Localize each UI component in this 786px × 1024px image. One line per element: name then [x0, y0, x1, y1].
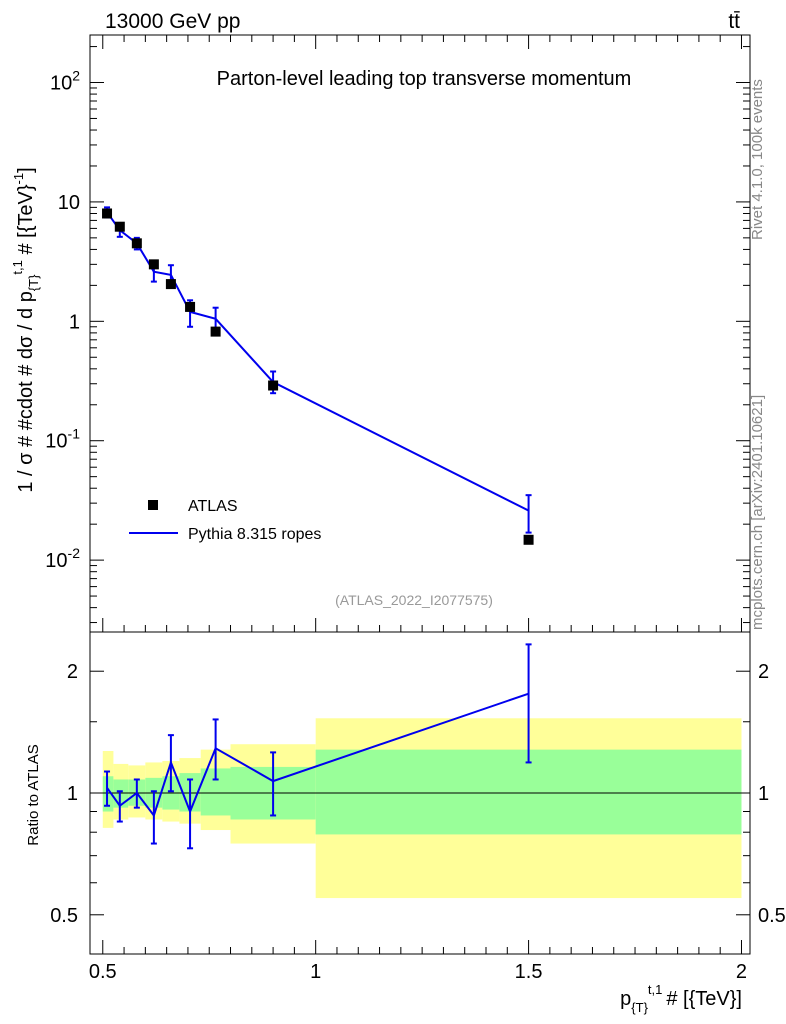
ratio-panel: 0.5 0.5 1 1 2 2 0.5 1 1.5 2 Ratio to ATLAS p{T}t,…: [25, 631, 786, 1015]
main-panel: 10-2 10-1 1 10 102 Parton-level leading top …: [10, 34, 751, 633]
pythia-line: [106, 211, 530, 512]
atlas-data-point: [131, 238, 142, 249]
main-title: Parton-level leading top transverse mome…: [217, 68, 632, 90]
atlas-data-point: [523, 534, 534, 545]
source-label: mcplots.cern.ch [arXiv:2401.10621]: [749, 395, 766, 630]
main-y-tick-label: 10: [58, 192, 80, 214]
x-tick-label: 2: [736, 961, 747, 983]
energy-label: 13000 GeV pp: [105, 10, 240, 33]
ratio-y-tick-label-right: 0.5: [758, 905, 786, 927]
main-marks: 10-2 10-1 1 10 102: [45, 35, 750, 632]
main-y-tick-label: 10-1: [45, 426, 80, 453]
main-y-tick-label: 102: [50, 68, 80, 95]
ratio-inner-band: [113, 779, 129, 808]
ratio-y-tick-label: 1: [67, 783, 78, 805]
ratio-y-tick-label: 2: [67, 661, 78, 683]
ratio-y-tick-label: 0.5: [50, 905, 78, 927]
x-tick-label: 1.5: [515, 961, 543, 983]
ratio-inner-band: [315, 749, 742, 835]
legend: ATLAS Pythia 8.315 ropes: [129, 498, 321, 543]
atlas-data-point: [165, 279, 176, 290]
x-tick-label: 1: [310, 961, 321, 983]
x-tick-label: 0.5: [89, 961, 117, 983]
ratio-inner-band: [102, 776, 114, 812]
ratio-frame: [89, 631, 751, 955]
legend-pythia-label: Pythia 8.315 ropes: [188, 526, 321, 543]
main-y-axis-label: 1 / σ # #cdot # dσ / d p{T}t,1 # [{TeV}-…: [10, 167, 41, 492]
main-y-tick-label: 1: [69, 311, 80, 333]
process-label: tt̄: [728, 10, 740, 33]
ratio-marks: 0.5 0.5 1 1 2 2 0.5 1 1.5 2: [50, 643, 786, 983]
x-axis-label: p{T}t,1 # [{TeV}]: [620, 982, 742, 1015]
atlas-data-point: [210, 326, 221, 337]
ratio-y-tick-label-right: 1: [758, 783, 769, 805]
legend-atlas-label: ATLAS: [188, 498, 238, 515]
analysis-label: (ATLAS_2022_I2077575): [335, 592, 493, 608]
legend-atlas-marker: [148, 500, 158, 510]
main-y-tick-label: 10-2: [45, 545, 80, 572]
atlas-data-point: [268, 380, 279, 391]
ratio-y-tick-label-right: 2: [758, 661, 769, 683]
atlas-data-point: [185, 301, 196, 312]
rivet-label: Rivet 4.1.0, 100k events: [749, 79, 766, 240]
atlas-data-point: [102, 208, 113, 219]
atlas-data-point: [114, 221, 125, 232]
atlas-data-point: [148, 259, 159, 270]
ratio-y-axis-label: Ratio to ATLAS: [25, 744, 42, 845]
